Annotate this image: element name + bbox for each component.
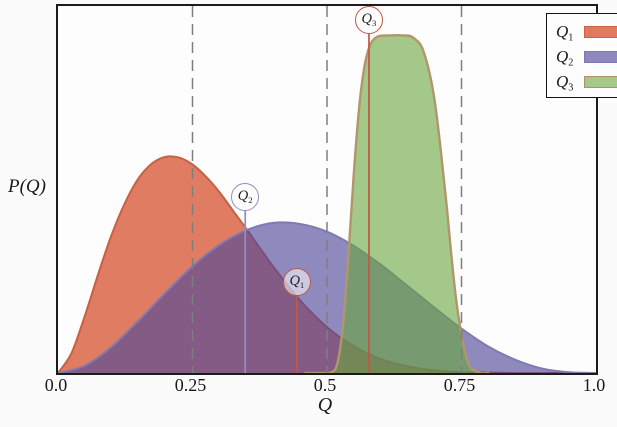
marker-label-q3: Q3 [361,10,377,28]
marker-label-q2: Q2 [237,187,253,205]
y-axis-label: P(Q) [8,176,46,197]
legend-item-q3: Q3 [547,69,617,94]
q3-distribution-area [305,35,489,373]
marker-label-q1: Q1 [289,272,305,290]
marker-circle-q3: Q3 [354,5,383,34]
marker-circle-q1: Q1 [282,267,311,296]
x-axis-label: Q [317,394,333,416]
legend-swatch-q3 [584,75,617,88]
legend-item-label: Q2 [556,47,574,69]
legend-swatch-q2 [584,50,617,63]
legend-item-q2: Q2 [547,44,617,69]
legend-item-label: Q3 [556,72,574,94]
legend: Q1 Q2 Q3 [546,13,617,98]
distribution-curves-svg [58,6,596,373]
marker-circle-q2: Q2 [231,182,260,211]
plot-area: Q1 Q2 Q3 Q1 Q2 Q3 [56,4,617,375]
q3-distribution-curve [304,33,490,373]
x-tick-label-0.5: 0.5 [313,375,337,395]
x-tick-label-0.25: 0.25 [174,375,207,395]
x-tick-label-0.75: 0.75 [443,375,476,395]
legend-swatch-q1 [584,25,617,38]
x-tick-label-1.0: 1.0 [582,375,606,395]
x-tick-label-0.0: 0.0 [44,375,68,395]
legend-item-q1: Q1 [547,19,617,44]
legend-item-label: Q1 [556,22,574,44]
